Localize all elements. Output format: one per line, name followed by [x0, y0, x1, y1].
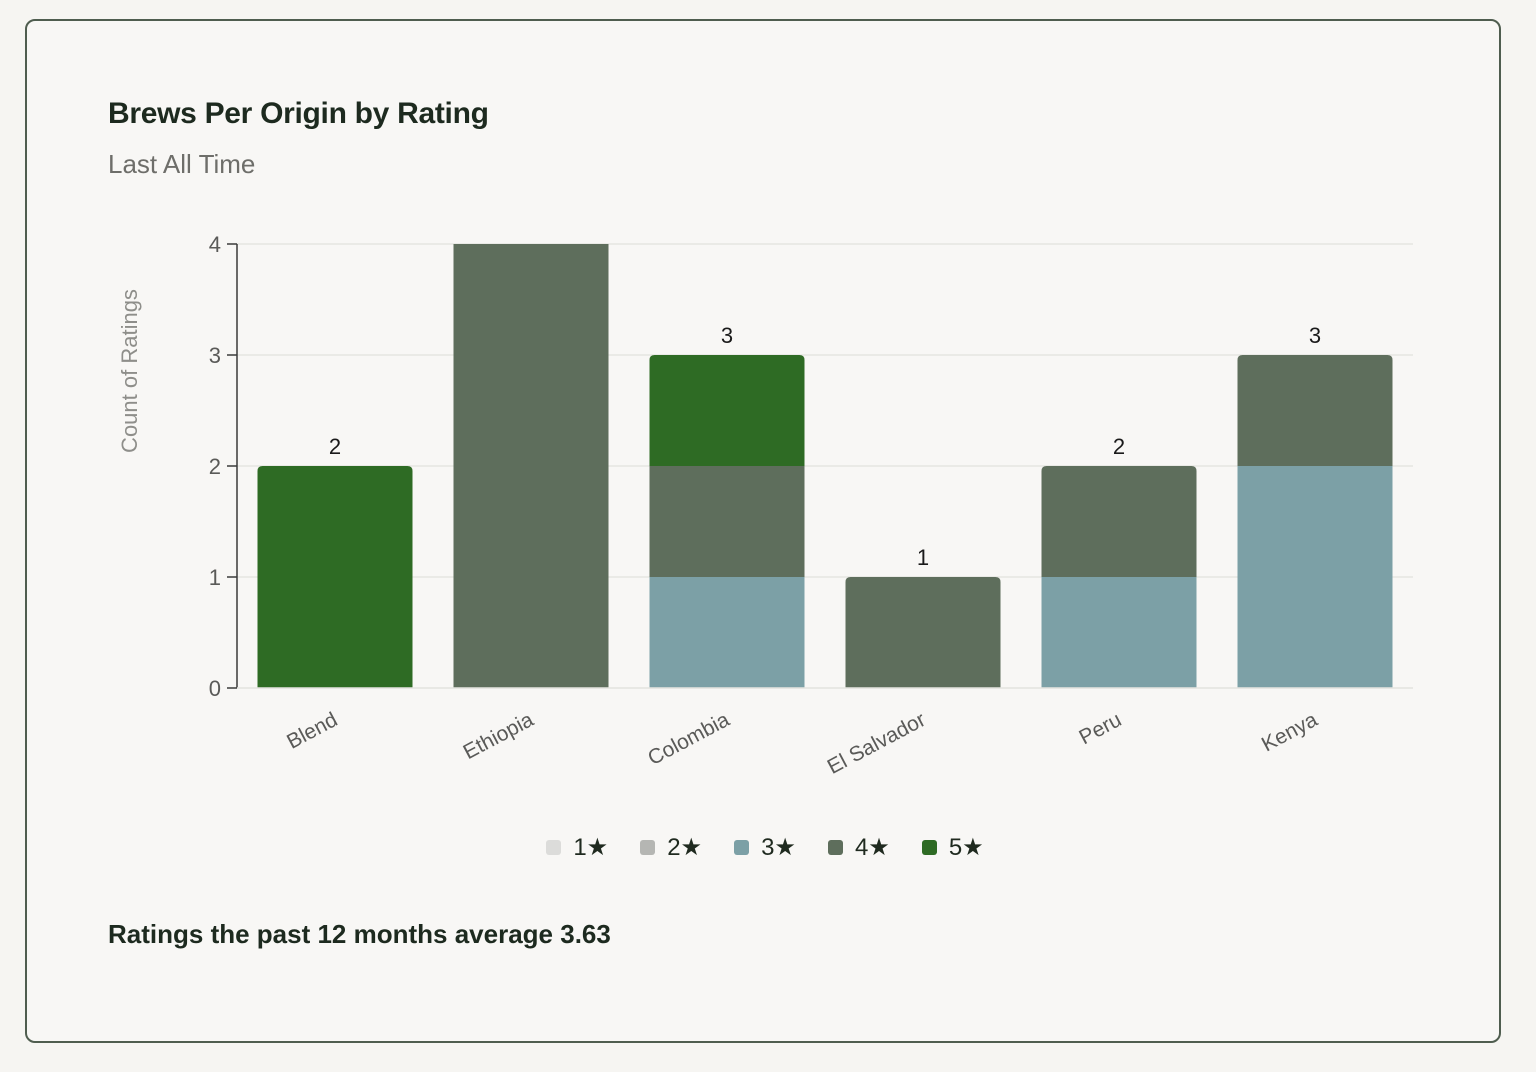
bar-segment-blend-5star: [257, 466, 413, 688]
legend-item[interactable]: 2★: [640, 833, 702, 862]
legend-swatch: [640, 840, 656, 855]
legend-swatch: [827, 840, 843, 855]
y-axis-title: Count of Ratings: [117, 289, 142, 453]
x-tick-label: Blend: [283, 708, 341, 754]
bar-total-label: 1: [917, 545, 929, 570]
axes: [227, 243, 1413, 689]
chart-title: Brews Per Origin by Rating: [108, 97, 489, 130]
bar-segment-peru-4star: [1041, 466, 1197, 577]
legend-label: 2★: [667, 834, 703, 861]
x-tick-label: Peru: [1075, 708, 1125, 749]
bar-segment-peru-3star: [1041, 577, 1197, 688]
legend-item[interactable]: 3★: [734, 833, 796, 862]
legend-item[interactable]: 1★: [546, 833, 608, 862]
bars: [257, 244, 1393, 688]
legend-label: 1★: [573, 834, 609, 861]
x-tick-label: Colombia: [644, 708, 733, 770]
legend-swatch: [921, 840, 937, 855]
bar-total-label: 2: [1113, 434, 1125, 459]
bar-total-label: 2: [329, 434, 341, 459]
bar-segment-el-salvador-4star: [845, 577, 1001, 688]
y-tick-label: 0: [209, 676, 221, 701]
x-tick-label: Kenya: [1258, 708, 1322, 756]
bar-segment-colombia-5star: [649, 355, 805, 466]
average-rating-summary: Ratings the past 12 months average 3.63: [108, 919, 611, 949]
legend-label: 5★: [948, 834, 984, 861]
legend-item[interactable]: 5★: [921, 833, 984, 862]
bar-segment-ethiopia-4star: [453, 244, 609, 688]
legend-item[interactable]: 4★: [827, 833, 890, 862]
bar-total-label: 3: [721, 323, 733, 348]
y-tick-label: 4: [209, 232, 221, 257]
legend-swatch: [546, 840, 562, 855]
bar-segment-kenya-4star: [1237, 355, 1393, 466]
chart-subtitle: Last All Time: [108, 149, 256, 179]
bar-segment-colombia-4star: [649, 466, 805, 577]
y-tick-label: 3: [209, 343, 221, 368]
bar-segment-colombia-3star: [649, 577, 805, 688]
legend-label: 4★: [854, 834, 890, 861]
y-tick-label: 1: [209, 565, 221, 590]
x-tick-label: El Salvador: [824, 708, 930, 779]
legend-swatch: [734, 840, 750, 855]
grid-lines: [237, 243, 1413, 689]
bar-total-label: 3: [1309, 323, 1321, 348]
y-tick-label: 2: [209, 454, 221, 479]
stacked-bar-chart: 0 1 2 3 4 Count of Ratings 2 Blend Ethiopia 3 Colo…: [117, 232, 1413, 779]
bar-segment-kenya-3star: [1237, 466, 1393, 688]
legend-label: 3★: [761, 834, 796, 861]
chart-card: Brews Per Origin by Rating Last All Time…: [25, 19, 1501, 1043]
legend: 1★ 2★ 3★ 4★ 5★: [27, 833, 1503, 862]
x-tick-label: Ethiopia: [460, 708, 538, 764]
